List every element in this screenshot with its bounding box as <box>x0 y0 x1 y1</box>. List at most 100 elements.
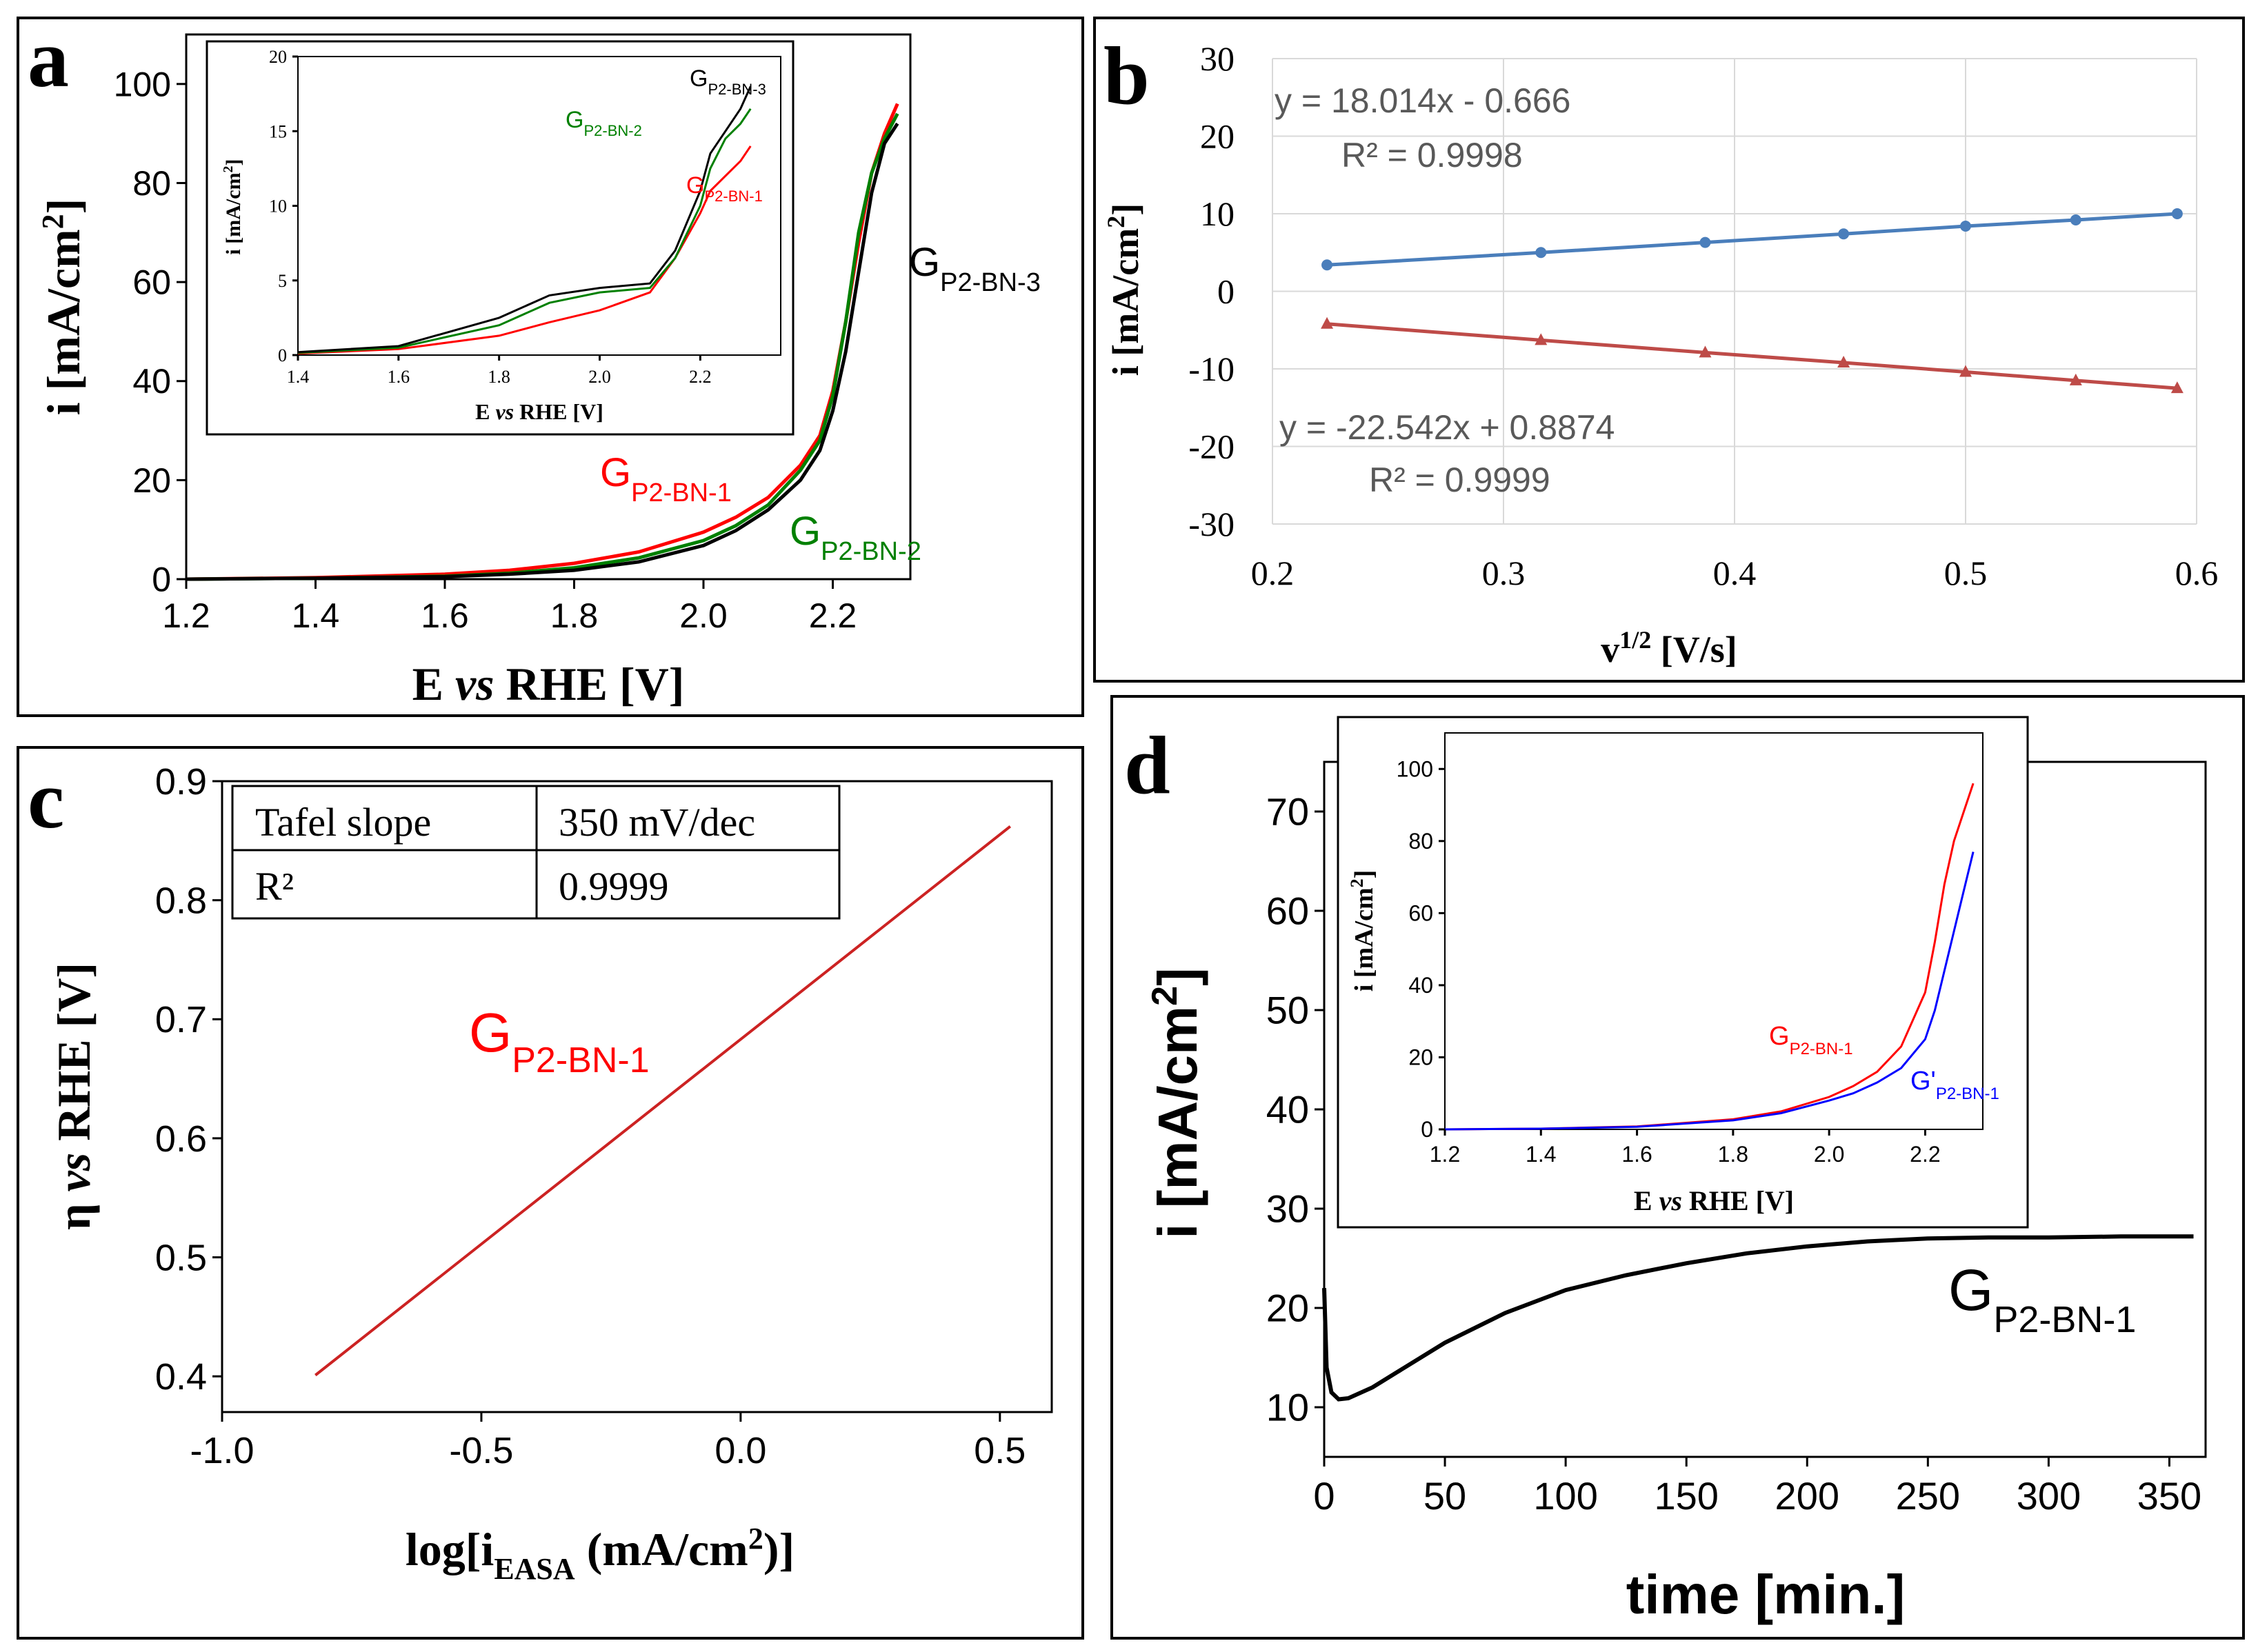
panel-d-inset-xtick-label-3: 1.8 <box>1718 1142 1748 1167</box>
panel-d-ytick-label-0: 10 <box>1266 1386 1309 1429</box>
panel-c-label: GP2-BN-1 <box>469 1002 650 1080</box>
panel-a-ytick-label-5: 100 <box>114 65 171 103</box>
panel-b-point-0-4 <box>1960 221 1971 232</box>
panel-d-inset-frame <box>1337 716 2029 1229</box>
panel-a-xtick-label-0: 1.2 <box>162 596 210 635</box>
panel-a-xtick-label-4: 2.0 <box>679 596 728 635</box>
panel-letter-a: a <box>28 12 69 104</box>
panel-c-chart: -1.0 -0.5 0.0 0.5 0.4 0.5 0.6 0.7 0.8 0.9 log[iEA… <box>48 761 1053 1586</box>
panel-d-ytick-label-6: 70 <box>1266 790 1309 834</box>
panel-a-xtick-label-3: 1.8 <box>550 596 599 635</box>
panel-d-ytick-label-2: 30 <box>1266 1187 1309 1231</box>
panel-d-frame <box>1110 695 2245 1640</box>
panel-c-xlabel: log[iEASA (mA/cm2)] <box>406 1522 795 1586</box>
panel-c-xtick-label-1: -0.5 <box>449 1430 513 1471</box>
panel-b-ytick-label-6: -30 <box>1188 505 1235 543</box>
panel-d-inset-ytick-label-2: 40 <box>1408 973 1433 998</box>
panel-b-series-0 <box>1326 212 2178 267</box>
panel-b-ytick-label-5: -20 <box>1188 427 1235 466</box>
panel-d-xtick-label-2: 100 <box>1533 1474 1597 1518</box>
panel-a-xlabel: E vs RHE [V] <box>412 658 685 710</box>
panel-b-frame <box>1093 17 2245 683</box>
panel-d-ytick-label-4: 50 <box>1266 989 1309 1032</box>
panel-a-inset-xtick-label-4: 2.2 <box>689 367 712 387</box>
panel-d-inset-xtick-label-0: 1.2 <box>1430 1142 1460 1167</box>
panel-a-inset-ytick-label-4: 20 <box>269 47 287 67</box>
panel-d-inset-ylabel: i [mA/cm2] <box>1347 870 1379 992</box>
panel-a-inset-series-2 <box>297 85 752 354</box>
panel-a-ytick-label-2: 40 <box>132 362 171 401</box>
panel-a-ytick-label-3: 60 <box>132 263 171 302</box>
panel-a-ytick-label-0: 0 <box>152 561 171 599</box>
panel-d-xtick-label-7: 350 <box>2137 1474 2201 1518</box>
panel-a-inset-xlabel: E vs RHE [V] <box>475 399 603 424</box>
panel-d-xlabel: time [min.] <box>1626 1564 1905 1625</box>
panel-a-inset-xtick-label-2: 1.8 <box>488 367 510 387</box>
panel-b-ytick-label-2: 10 <box>1200 194 1235 233</box>
panel-c-series-0 <box>314 825 1012 1377</box>
panel-a-xtick-label-2: 1.6 <box>421 596 469 635</box>
panel-a-inset-series-0 <box>297 145 752 355</box>
panel-b-xlabel: v1/2 [V/s] <box>1601 626 1737 670</box>
panel-d-ytick-label-3: 40 <box>1266 1088 1309 1131</box>
panel-a-frame <box>17 17 1084 717</box>
panel-a-inset-xtick-label-1: 1.6 <box>388 367 410 387</box>
panel-d-ytick-label-5: 60 <box>1266 889 1309 933</box>
panel-letter-b: b <box>1103 30 1150 121</box>
panel-d-inset-ytick-label-4: 80 <box>1408 829 1433 854</box>
panel-d-inset-xtick-label-2: 1.6 <box>1621 1142 1652 1167</box>
panel-b-ytick-label-1: 20 <box>1200 117 1235 156</box>
panel-b-series-1 <box>1326 322 2178 390</box>
panel-d-xtick-label-0: 0 <box>1313 1474 1335 1518</box>
panel-a-inset-xtick-label-0: 1.4 <box>287 367 310 387</box>
panel-c-ylabel: η vs RHE [V] <box>48 963 100 1230</box>
panel-c-ytick-label-4: 0.8 <box>155 880 207 922</box>
panel-d-inset-ytick-label-0: 0 <box>1421 1117 1433 1142</box>
panel-b-ytick-label-4: -10 <box>1188 350 1235 388</box>
panel-letter-d: d <box>1124 719 1170 811</box>
panel-a-inset-ytick-label-0: 0 <box>278 345 287 365</box>
panel-letter-c: c <box>28 754 64 845</box>
panel-a-inset-ytick-label-3: 15 <box>269 121 287 141</box>
table-cell-tafel-label: Tafel slope <box>255 800 431 845</box>
panel-d-inset-ytick-label-1: 20 <box>1408 1045 1433 1070</box>
panel-b-r2: R² = 0.9999 <box>1369 461 1550 499</box>
panel-b-xtick-label-0: 0.2 <box>1251 554 1295 592</box>
panel-b-point-0-0 <box>1321 259 1333 271</box>
panel-c-xtick-label-3: 0.5 <box>974 1430 1026 1471</box>
table-cell-r2-value: 0.9999 <box>559 864 669 909</box>
panel-d-xtick-label-4: 200 <box>1775 1474 1839 1518</box>
panel-d-inset-xtick-label-1: 1.4 <box>1526 1142 1556 1167</box>
panel-a-inset-xtick-label-3: 2.0 <box>588 367 611 387</box>
panel-d-xtick-label-1: 50 <box>1423 1474 1466 1518</box>
panel-b-ytick-label-3: 0 <box>1217 272 1235 311</box>
panel-b-point-0-3 <box>1838 228 1850 240</box>
panel-d-ytick-label-1: 20 <box>1266 1287 1309 1330</box>
panel-a-series-2 <box>186 122 899 581</box>
panel-c-table: Tafel slope 350 mV/dec R² 0.9999 <box>231 785 841 920</box>
panel-b-xtick-label-1: 0.3 <box>1482 554 1526 592</box>
panel-b-r1: R² = 0.9998 <box>1341 136 1523 174</box>
panel-d-inset-xtick-label-4: 2.0 <box>1814 1142 1844 1167</box>
panel-b-xtick-label-2: 0.4 <box>1713 554 1757 592</box>
panel-a-label-bn1: GP2-BN-1 <box>600 450 732 507</box>
panel-b-point-0-1 <box>1535 247 1547 259</box>
panel-b-ylabel: i [mA/cm2] <box>1102 203 1146 376</box>
panel-b-point-0-2 <box>1699 236 1711 248</box>
panel-a-label-bn2: GP2-BN-2 <box>790 509 921 566</box>
panel-d-xtick-label-6: 300 <box>2017 1474 2081 1518</box>
panel-c-xtick-label-2: 0.0 <box>715 1430 766 1471</box>
panel-d-inset-plot-area <box>1444 732 1984 1130</box>
panel-c-plot-area <box>221 780 1053 1413</box>
panel-d-inset-xtick-label-5: 2.2 <box>1910 1142 1940 1167</box>
panel-a-xtick-label-1: 1.4 <box>292 596 340 635</box>
panel-d-series-0 <box>1322 1234 2194 1402</box>
panel-c-frame <box>17 746 1084 1640</box>
panel-b-point-1-0 <box>1321 316 1334 329</box>
panel-c-ytick-label-0: 0.4 <box>155 1356 207 1398</box>
panel-b-point-1-6 <box>2170 381 2184 394</box>
panel-c-ytick-label-3: 0.7 <box>155 999 207 1040</box>
panel-b-xtick-label-4: 0.6 <box>2175 554 2219 592</box>
